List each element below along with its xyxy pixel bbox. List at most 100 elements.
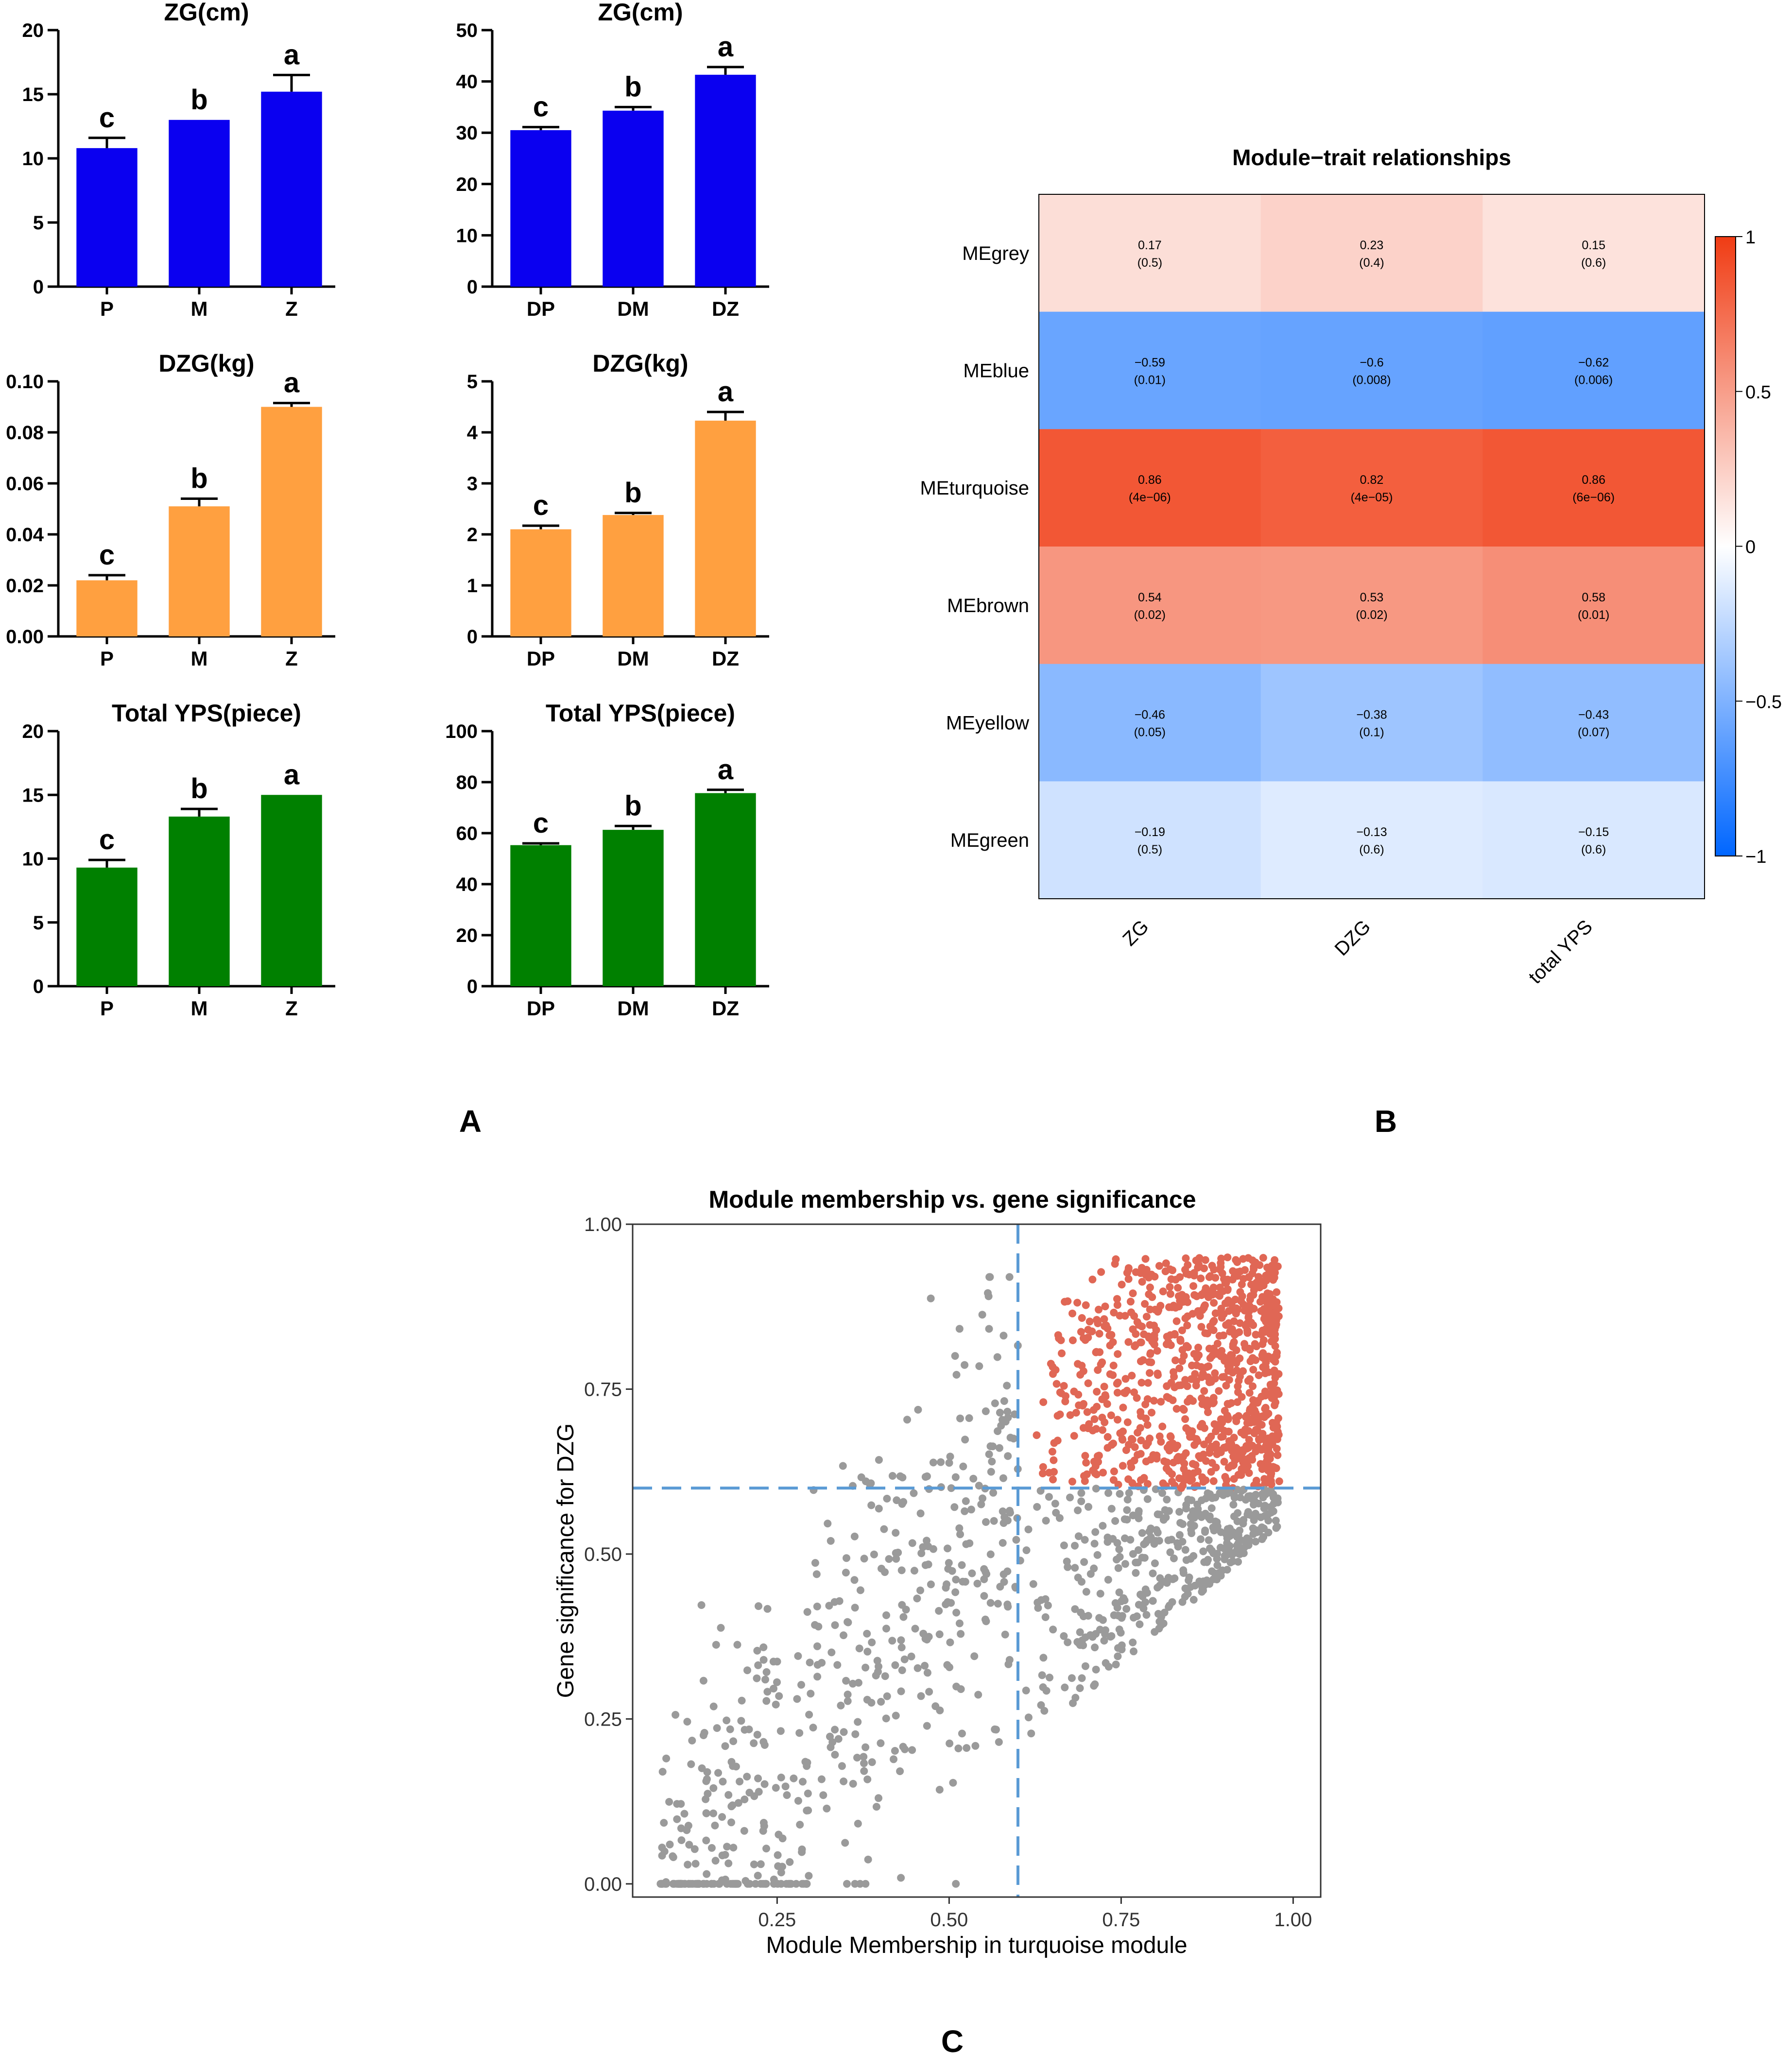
- highlighted-point: [1093, 1387, 1101, 1396]
- cell-correlation: −0.62: [1578, 356, 1609, 370]
- highlighted-point: [1141, 1300, 1149, 1308]
- x-tick-label: 0.25: [758, 1909, 796, 1931]
- point: [996, 1583, 1004, 1591]
- y-tick-label: 15: [22, 84, 44, 105]
- highlighted-point: [1167, 1341, 1175, 1349]
- point: [1074, 1532, 1083, 1540]
- highlighted-point: [1220, 1373, 1228, 1381]
- point: [853, 1754, 861, 1762]
- highlighted-point: [1140, 1330, 1148, 1338]
- point: [843, 1880, 851, 1888]
- point: [1103, 1533, 1112, 1541]
- highlighted-point: [1109, 1371, 1117, 1379]
- bar-P: [76, 867, 138, 986]
- highlighted-point: [1183, 1321, 1191, 1330]
- point: [753, 1674, 761, 1682]
- point: [956, 1414, 964, 1422]
- highlighted-point: [1191, 1461, 1200, 1469]
- highlighted-point: [1269, 1276, 1277, 1284]
- highlighted-point: [1114, 1350, 1122, 1358]
- heatmap-cell: [1260, 547, 1483, 665]
- highlighted-point: [1210, 1299, 1218, 1307]
- point: [1236, 1545, 1244, 1554]
- point: [783, 1791, 791, 1799]
- point: [741, 1726, 749, 1734]
- point: [683, 1718, 691, 1726]
- point: [897, 1643, 906, 1652]
- point: [803, 1759, 811, 1767]
- point: [1113, 1556, 1120, 1564]
- highlighted-point: [1137, 1379, 1146, 1387]
- point: [1216, 1543, 1224, 1552]
- y-tick-label: 3: [467, 473, 478, 495]
- point: [957, 1630, 965, 1638]
- highlighted-point: [1270, 1379, 1278, 1387]
- point: [750, 1792, 758, 1800]
- point: [882, 1625, 890, 1633]
- y-tick-label: 0.25: [584, 1709, 622, 1730]
- highlighted-point: [1130, 1456, 1138, 1465]
- point: [677, 1836, 686, 1844]
- highlighted-point: [1149, 1451, 1157, 1459]
- point: [1236, 1493, 1244, 1502]
- cell-pvalue: (0.01): [1578, 608, 1609, 622]
- highlighted-point: [1224, 1415, 1232, 1423]
- y-tick-label: 0.75: [584, 1379, 622, 1400]
- highlighted-point: [1124, 1338, 1133, 1346]
- point: [1129, 1638, 1137, 1646]
- significance-letter: a: [284, 367, 300, 399]
- highlighted-point: [1194, 1467, 1202, 1475]
- point: [1234, 1539, 1242, 1547]
- point: [1248, 1492, 1257, 1501]
- point: [979, 1494, 986, 1503]
- highlighted-point: [1172, 1356, 1179, 1365]
- cell-correlation: 0.53: [1360, 591, 1384, 604]
- highlighted-point: [1252, 1331, 1260, 1339]
- point: [1178, 1538, 1187, 1546]
- point: [666, 1840, 674, 1848]
- point: [1024, 1525, 1033, 1534]
- x-tick-label: P: [100, 647, 114, 670]
- y-tick-label: 30: [456, 122, 478, 144]
- heatmap-cell: [1260, 194, 1483, 312]
- y-tick-label: 2: [467, 524, 478, 546]
- point: [927, 1294, 935, 1302]
- point: [1197, 1535, 1205, 1543]
- highlighted-point: [1166, 1283, 1174, 1291]
- point: [1077, 1608, 1085, 1617]
- highlighted-point: [1070, 1432, 1078, 1440]
- point: [1039, 1654, 1048, 1662]
- point: [1004, 1452, 1012, 1460]
- point: [1092, 1630, 1100, 1638]
- point: [849, 1779, 857, 1788]
- heatmap-cell: [1482, 547, 1705, 665]
- cell-pvalue: (0.5): [1137, 843, 1162, 856]
- point: [958, 1561, 966, 1569]
- point: [971, 1742, 980, 1750]
- highlighted-point: [1103, 1433, 1112, 1441]
- point: [1125, 1489, 1133, 1497]
- cell-pvalue: (0.6): [1581, 843, 1606, 856]
- highlighted-point: [1133, 1394, 1141, 1402]
- point: [986, 1550, 995, 1558]
- highlighted-point: [1215, 1387, 1223, 1395]
- point: [781, 1782, 790, 1791]
- point: [1113, 1539, 1121, 1547]
- point: [850, 1576, 859, 1584]
- point: [830, 1598, 839, 1606]
- highlighted-point: [1064, 1297, 1072, 1305]
- point: [980, 1592, 988, 1600]
- point: [707, 1880, 716, 1888]
- point: [968, 1569, 976, 1577]
- highlighted-point: [1056, 1388, 1064, 1397]
- point: [900, 1655, 909, 1663]
- highlighted-point: [1190, 1271, 1198, 1280]
- point: [999, 1519, 1008, 1527]
- highlighted-point: [1219, 1433, 1227, 1441]
- x-tick-label: DZ: [712, 297, 739, 320]
- highlighted-point: [1206, 1449, 1214, 1457]
- point: [1099, 1522, 1107, 1530]
- bar-DP: [510, 529, 571, 636]
- point: [1143, 1589, 1151, 1597]
- x-tick-label: M: [191, 647, 208, 670]
